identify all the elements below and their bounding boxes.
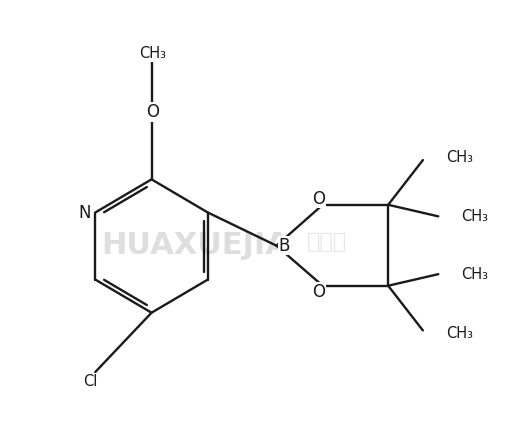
Text: O: O <box>312 190 325 208</box>
Text: O: O <box>146 103 159 121</box>
Text: 化学加: 化学加 <box>306 232 347 252</box>
Text: CH₃: CH₃ <box>461 266 489 282</box>
Text: CH₃: CH₃ <box>461 209 489 224</box>
Text: Cl: Cl <box>82 374 97 389</box>
Text: N: N <box>78 204 91 221</box>
Text: CH₃: CH₃ <box>139 46 167 61</box>
Text: HUAXUEJIA: HUAXUEJIA <box>101 231 290 260</box>
Text: CH₃: CH₃ <box>446 326 473 341</box>
Text: O: O <box>312 283 325 301</box>
Text: B: B <box>278 237 290 255</box>
Text: CH₃: CH₃ <box>446 150 473 164</box>
